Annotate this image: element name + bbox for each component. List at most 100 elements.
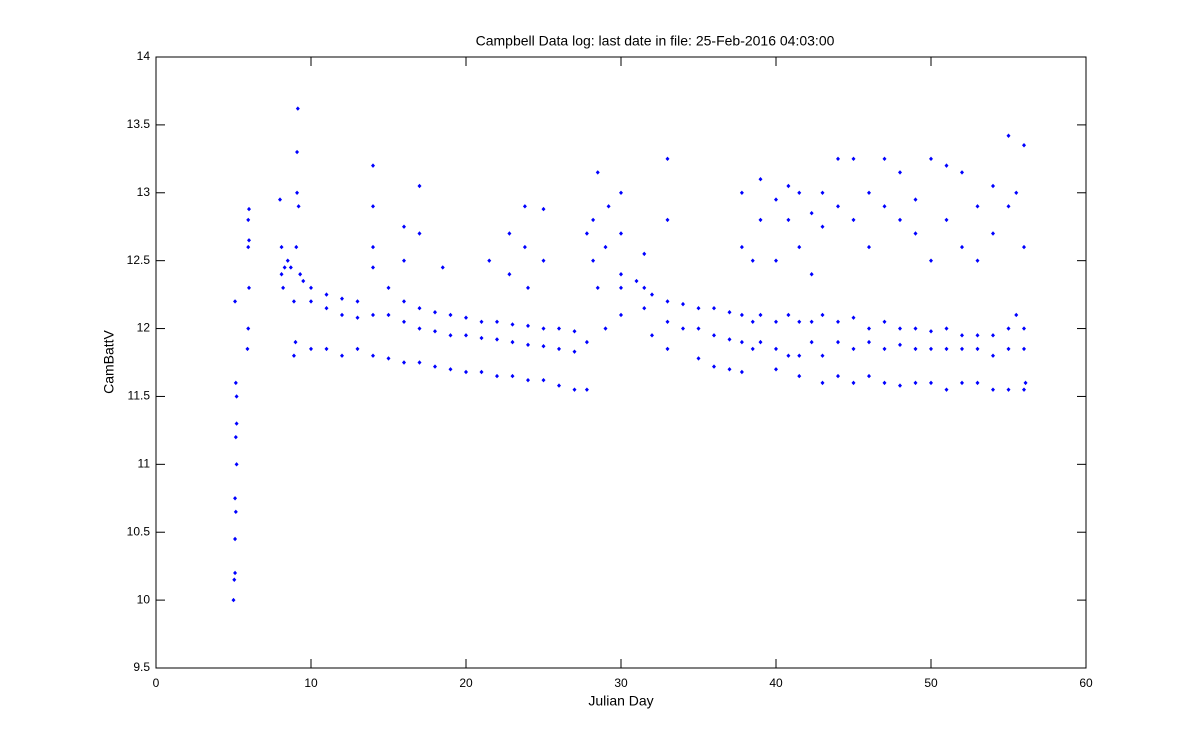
- point: [417, 231, 422, 236]
- point: [960, 380, 964, 386]
- point: [975, 380, 980, 386]
- point: [739, 244, 744, 250]
- x-tick-label: 40: [769, 676, 783, 690]
- point: [246, 326, 251, 331]
- point: [913, 326, 918, 331]
- point: [584, 387, 589, 392]
- point: [634, 278, 639, 284]
- point: [572, 329, 577, 334]
- y-tick-label: 10.5: [127, 524, 151, 538]
- point: [681, 301, 685, 307]
- point: [929, 380, 933, 386]
- point: [851, 217, 856, 223]
- point: [324, 346, 329, 352]
- point: [495, 319, 499, 324]
- point: [295, 149, 300, 155]
- point: [479, 335, 484, 341]
- point: [1022, 143, 1026, 148]
- point: [233, 299, 238, 304]
- point: [234, 421, 239, 426]
- point: [448, 367, 453, 372]
- point: [774, 346, 778, 352]
- point: [595, 170, 600, 175]
- point: [867, 339, 871, 345]
- point: [279, 272, 284, 277]
- point: [786, 353, 791, 358]
- point: [233, 570, 238, 576]
- point: [291, 299, 296, 304]
- y-axis-label: CamBattV: [101, 329, 117, 393]
- point: [975, 333, 980, 338]
- point: [1022, 346, 1026, 352]
- point: [288, 265, 293, 270]
- point: [619, 272, 623, 277]
- point: [584, 339, 589, 345]
- x-tick-label: 60: [1079, 676, 1093, 690]
- point: [309, 299, 313, 304]
- point: [464, 315, 468, 320]
- point: [758, 177, 763, 182]
- point: [665, 346, 670, 352]
- point: [991, 183, 995, 189]
- point: [836, 319, 840, 324]
- point: [975, 204, 980, 209]
- point: [944, 346, 949, 352]
- point: [739, 190, 744, 195]
- point: [487, 258, 492, 263]
- point: [836, 204, 840, 209]
- point: [991, 387, 995, 392]
- point: [355, 299, 360, 304]
- point: [929, 329, 933, 334]
- x-tick-label: 20: [459, 676, 473, 690]
- point: [882, 346, 887, 352]
- point: [758, 339, 763, 345]
- point: [386, 312, 391, 318]
- point: [448, 312, 453, 318]
- y-tick-label: 11: [138, 457, 151, 471]
- point: [619, 312, 623, 318]
- point: [712, 305, 716, 311]
- point: [541, 377, 546, 383]
- point: [246, 244, 251, 250]
- point: [233, 536, 238, 542]
- point: [820, 380, 825, 386]
- point: [603, 244, 608, 250]
- point: [417, 183, 422, 189]
- point: [750, 258, 755, 263]
- point: [758, 312, 763, 318]
- point: [495, 373, 499, 379]
- point: [295, 106, 300, 111]
- point: [355, 346, 360, 352]
- point: [786, 183, 791, 189]
- point: [355, 315, 360, 320]
- point: [282, 265, 287, 270]
- point: [278, 197, 282, 202]
- point: [495, 337, 499, 342]
- point: [650, 292, 654, 297]
- point: [231, 597, 236, 603]
- point: [557, 326, 561, 331]
- point: [572, 387, 577, 392]
- point: [665, 217, 670, 223]
- point: [786, 312, 791, 318]
- point: [882, 156, 887, 162]
- point: [402, 258, 406, 263]
- y-tick-label: 9.5: [133, 660, 150, 674]
- point: [913, 197, 918, 202]
- point: [960, 333, 964, 338]
- point: [898, 342, 902, 348]
- point: [758, 217, 763, 223]
- point: [526, 342, 530, 348]
- point: [898, 326, 902, 331]
- y-tick-label: 12: [137, 321, 151, 335]
- point: [448, 333, 453, 338]
- point: [642, 285, 647, 291]
- point: [417, 326, 422, 331]
- point: [386, 356, 391, 361]
- point: [464, 369, 468, 375]
- point: [1022, 387, 1026, 392]
- point: [510, 373, 515, 379]
- point: [851, 346, 856, 352]
